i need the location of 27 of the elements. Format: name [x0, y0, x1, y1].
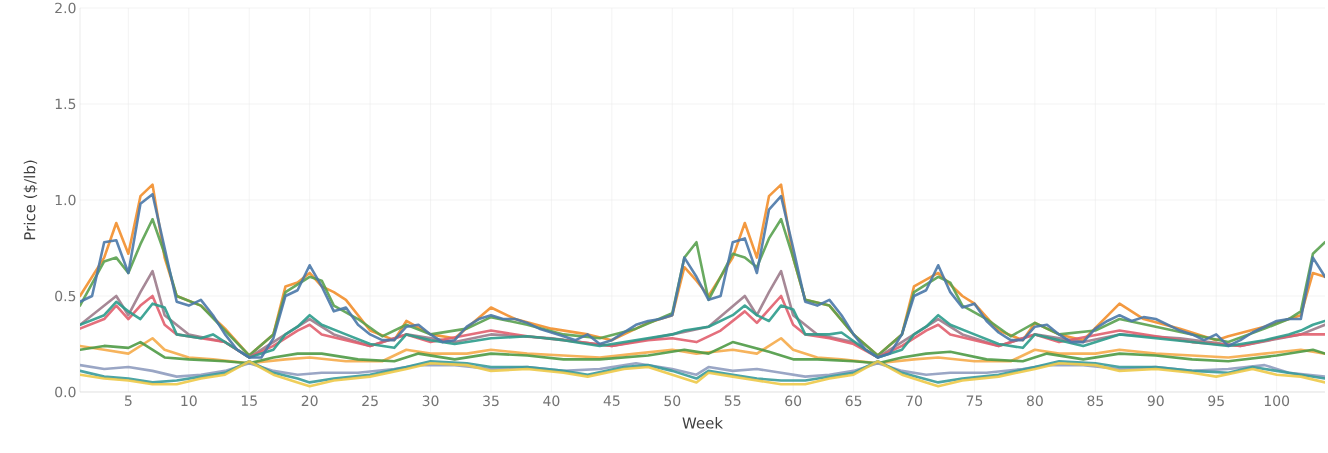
y-tick-label: 0.5 [55, 290, 76, 302]
y-tick-label: 2.0 [55, 2, 76, 14]
x-tick-label: 50 [664, 395, 681, 407]
x-axis-title: Week [682, 417, 724, 429]
x-tick-label: 25 [362, 395, 378, 407]
x-tick-label: 95 [1208, 395, 1224, 407]
x-tick-label: 65 [845, 395, 862, 407]
x-tick-label: 45 [603, 395, 620, 406]
x-tick-label: 80 [1026, 395, 1043, 407]
x-tick-label: 75 [966, 395, 983, 406]
x-tick-label: 100 [1264, 395, 1290, 407]
x-tick-label: 55 [724, 395, 741, 406]
x-tick-label: 15 [241, 395, 257, 406]
y-tick-label: 0.0 [55, 386, 76, 398]
x-tick-label: 20 [301, 395, 318, 407]
x-tick-label: 30 [422, 395, 439, 407]
x-tick-label: 70 [906, 395, 923, 407]
x-tick-label: 10 [181, 395, 197, 407]
x-tick-label: 90 [1147, 395, 1164, 407]
x-tick-label: 40 [543, 395, 560, 407]
y-tick-label: 1.0 [55, 194, 76, 206]
x-tick-label: 35 [483, 395, 499, 407]
y-tick-label: 1.5 [55, 98, 76, 110]
x-tick-label: 5 [124, 395, 132, 406]
x-tick-label: 60 [785, 395, 802, 407]
x-tick-label: 85 [1087, 395, 1104, 407]
y-axis-title: Price ($/lb) [23, 160, 38, 240]
